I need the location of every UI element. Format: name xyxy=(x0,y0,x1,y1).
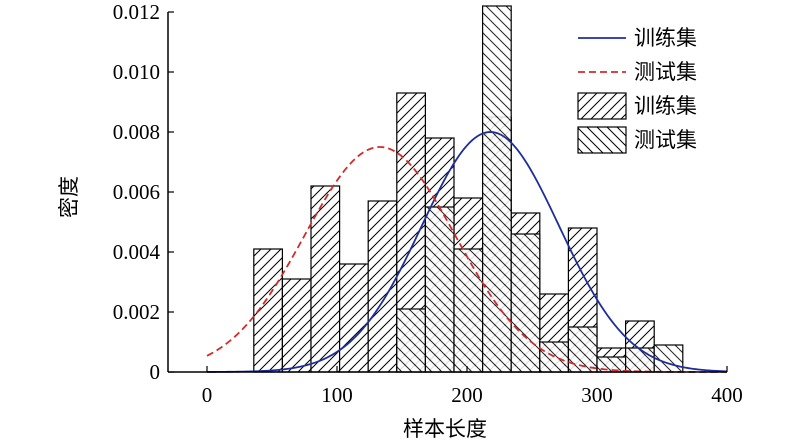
histogram-bar-train-3 xyxy=(339,263,369,373)
y-tick-label-0: 0 xyxy=(150,360,161,384)
histogram-bar-test-1 xyxy=(424,206,455,373)
y-tick-label-2: 0.004 xyxy=(113,240,161,264)
legend-label-3: 测试集 xyxy=(634,128,697,152)
y-axis-title: 密度 xyxy=(57,176,81,218)
histogram-bar-train-1 xyxy=(281,278,312,373)
density-curve-train xyxy=(206,131,728,373)
histogram-bar-test-3 xyxy=(482,5,512,373)
histogram-bar-train-4 xyxy=(367,200,398,373)
x-tick-label-4: 400 xyxy=(711,383,743,407)
x-tick-label-0: 0 xyxy=(202,383,213,407)
legend-label-2: 训练集 xyxy=(634,94,697,118)
y-tick-label-6: 0.012 xyxy=(113,0,160,24)
y-tick-label-5: 0.010 xyxy=(113,60,160,84)
y-tick-label-4: 0.008 xyxy=(113,120,160,144)
legend-patch-2 xyxy=(577,92,627,120)
y-tick-label-1: 0.002 xyxy=(113,300,160,324)
x-tick-label-2: 200 xyxy=(451,383,483,407)
histogram-bar-test-9 xyxy=(653,344,684,373)
plot-area xyxy=(206,5,728,373)
histogram-bar-test-8 xyxy=(624,347,655,373)
x-tick-label-1: 100 xyxy=(321,383,353,407)
x-tick-label-3: 300 xyxy=(581,383,613,407)
histogram-bar-train-2 xyxy=(310,185,341,373)
histogram-bar-test-2 xyxy=(453,248,484,373)
histogram-bar-test-4 xyxy=(510,233,541,373)
x-axis-title: 样本长度 xyxy=(403,417,487,441)
legend-label-0: 训练集 xyxy=(634,26,697,50)
histogram-bar-test-0 xyxy=(396,308,426,373)
legend-patch-3 xyxy=(577,126,627,154)
y-tick-label-3: 0.006 xyxy=(113,180,160,204)
axes: 0 0.002 0.004 0.006 0.008 0.010 0.012 0 100 200 30… xyxy=(113,0,743,407)
legend-label-1: 测试集 xyxy=(634,60,697,84)
